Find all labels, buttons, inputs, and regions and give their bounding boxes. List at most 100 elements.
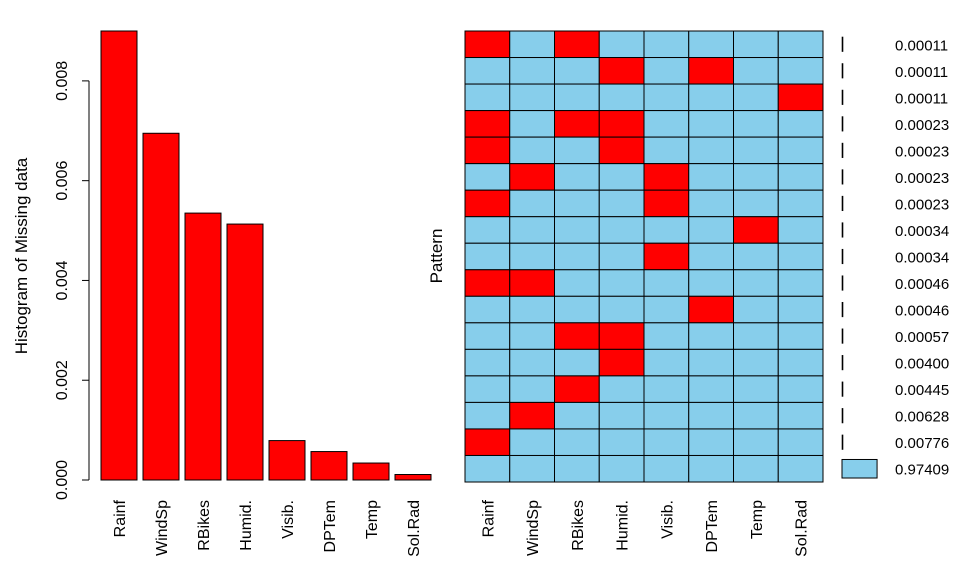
pattern-cell-rbikes-missing	[554, 30, 600, 59]
pattern-cell-visib-observed	[643, 30, 690, 59]
pattern-cell-temp-observed	[733, 189, 779, 218]
pattern-cell-sol-rad-observed	[777, 428, 824, 456]
pattern-x-label-dptem: DPTem	[704, 500, 721, 552]
histogram-bar-dptem	[310, 451, 348, 481]
pattern-cell-dptem-observed	[688, 189, 734, 218]
pattern-proportion-label: 0.00023	[895, 196, 949, 213]
histogram-bar-rainf	[100, 30, 138, 481]
pattern-proportion-label: 0.00023	[895, 143, 949, 160]
pattern-cell-rainf-missing	[464, 189, 511, 218]
pattern-cell-humid-missing	[598, 110, 645, 138]
pattern-proportion-bar	[841, 381, 844, 397]
pattern-cell-temp-observed	[733, 57, 779, 85]
histogram-y-tick-label: 0.000	[54, 460, 71, 500]
pattern-proportion-bar	[841, 222, 844, 238]
pattern-cell-windsp-observed	[509, 57, 555, 85]
pattern-cell-sol-rad-observed	[777, 189, 824, 218]
pattern-cell-temp-observed	[733, 110, 779, 138]
pattern-proportion-label: 0.00011	[895, 90, 948, 107]
pattern-proportion-label: 0.00046	[895, 303, 949, 320]
histogram-bar-sol-rad	[394, 474, 432, 481]
pattern-cell-rainf-missing	[464, 428, 511, 456]
pattern-proportion-bar	[841, 169, 844, 185]
pattern-cell-humid-observed	[598, 269, 645, 297]
pattern-cell-rbikes-observed	[554, 163, 600, 191]
pattern-cell-rainf-observed	[464, 57, 511, 85]
pattern-proportion-label: 0.00011	[895, 37, 948, 54]
pattern-cell-humid-observed	[598, 216, 645, 244]
pattern-proportion-bar	[841, 458, 878, 479]
pattern-cell-windsp-observed	[509, 295, 555, 324]
pattern-cell-dptem-observed	[688, 401, 734, 430]
pattern-cell-rainf-observed	[464, 401, 511, 430]
pattern-cell-temp-observed	[733, 401, 779, 430]
pattern-cell-temp-observed	[733, 269, 779, 297]
pattern-cell-rbikes-observed	[554, 454, 600, 483]
pattern-cell-temp-observed	[733, 163, 779, 191]
pattern-cell-dptem-observed	[688, 428, 734, 456]
pattern-cell-windsp-observed	[509, 242, 555, 271]
pattern-cell-visib-observed	[643, 83, 690, 112]
pattern-cell-temp-observed	[733, 242, 779, 271]
pattern-cell-humid-observed	[598, 189, 645, 218]
pattern-proportion-label: 0.00023	[895, 117, 949, 134]
pattern-cell-rainf-observed	[464, 83, 511, 112]
pattern-proportion-bar	[841, 275, 844, 291]
pattern-cell-humid-observed	[598, 163, 645, 191]
histogram-x-label-humid: Humid.	[238, 500, 255, 551]
pattern-proportion-bar	[841, 434, 844, 450]
histogram-bar-rbikes	[184, 212, 222, 481]
pattern-proportion-label: 0.00400	[895, 356, 949, 373]
histogram-bar-humid	[226, 223, 264, 481]
pattern-proportion-bar	[841, 63, 844, 79]
pattern-cell-rbikes-observed	[554, 189, 600, 218]
histogram-y-tick-label: 0.006	[54, 161, 71, 201]
pattern-cell-rbikes-observed	[554, 57, 600, 85]
pattern-cell-visib-observed	[643, 401, 690, 430]
pattern-cell-dptem-missing	[688, 295, 734, 324]
pattern-cell-windsp-observed	[509, 189, 555, 218]
pattern-cell-temp-observed	[733, 30, 779, 59]
pattern-cell-windsp-observed	[509, 110, 555, 138]
pattern-cell-sol-rad-observed	[777, 401, 824, 430]
pattern-cell-rainf-observed	[464, 216, 511, 244]
pattern-proportion-label: 0.00034	[895, 250, 949, 267]
pattern-cell-humid-observed	[598, 295, 645, 324]
pattern-cell-dptem-observed	[688, 322, 734, 350]
pattern-cell-visib-observed	[643, 269, 690, 297]
pattern-cell-sol-rad-observed	[777, 295, 824, 324]
pattern-cell-windsp-missing	[509, 269, 555, 297]
pattern-cell-windsp-observed	[509, 348, 555, 377]
pattern-cell-temp-observed	[733, 83, 779, 112]
pattern-cell-sol-rad-observed	[777, 163, 824, 191]
pattern-x-label-humid: Humid.	[615, 500, 632, 551]
pattern-cell-visib-observed	[643, 216, 690, 244]
histogram-x-label-temp: Temp	[364, 500, 381, 539]
pattern-cell-windsp-observed	[509, 30, 555, 59]
pattern-cell-dptem-observed	[688, 216, 734, 244]
pattern-cell-windsp-observed	[509, 454, 555, 483]
pattern-cell-dptem-observed	[688, 163, 734, 191]
pattern-cell-rainf-observed	[464, 348, 511, 377]
pattern-cell-rainf-missing	[464, 110, 511, 138]
pattern-cell-visib-observed	[643, 454, 690, 483]
pattern-cell-rainf-observed	[464, 295, 511, 324]
pattern-cell-temp-observed	[733, 428, 779, 456]
pattern-cell-rbikes-observed	[554, 428, 600, 456]
pattern-cell-humid-observed	[598, 454, 645, 483]
pattern-cell-humid-observed	[598, 83, 645, 112]
pattern-cell-dptem-missing	[688, 57, 734, 85]
pattern-cell-visib-missing	[643, 189, 690, 218]
pattern-cell-humid-observed	[598, 401, 645, 430]
pattern-proportion-label: 0.00776	[895, 435, 949, 452]
pattern-cell-humid-missing	[598, 57, 645, 85]
pattern-cell-rbikes-observed	[554, 216, 600, 244]
pattern-cell-humid-missing	[598, 348, 645, 377]
pattern-cell-windsp-missing	[509, 163, 555, 191]
histogram-x-label-rainf: Rainf	[112, 499, 129, 537]
pattern-cell-humid-missing	[598, 322, 645, 350]
pattern-cell-temp-observed	[733, 375, 779, 403]
pattern-cell-rbikes-missing	[554, 375, 600, 403]
pattern-cell-humid-observed	[598, 428, 645, 456]
